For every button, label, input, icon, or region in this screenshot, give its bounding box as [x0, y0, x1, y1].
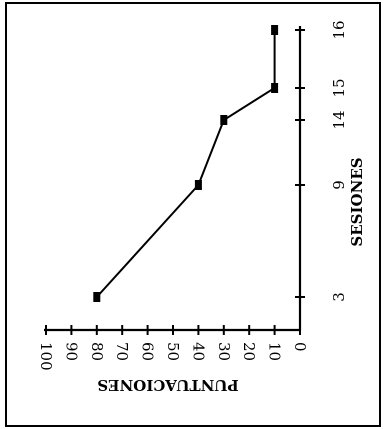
series-line [96, 30, 276, 298]
score-tick-label: 100 [37, 342, 55, 371]
data-point [271, 25, 279, 35]
score-tick-label: 0 [291, 342, 309, 352]
score-tick-label: 60 [139, 342, 157, 361]
session-tick-label: 3 [330, 292, 348, 302]
score-tick-label: 20 [240, 342, 258, 361]
axes [44, 26, 302, 332]
score-tick-label: 40 [189, 342, 207, 361]
data-point [93, 292, 101, 302]
x-axis-title: SESIONES [348, 157, 366, 246]
score-tick-label: 30 [215, 342, 233, 361]
score-tick-label: 90 [62, 342, 80, 361]
series [96, 30, 276, 298]
session-tick-label: 9 [330, 180, 348, 190]
score-tick-label: 50 [164, 342, 182, 361]
data-point [194, 180, 202, 190]
session-tick-label: 15 [330, 78, 348, 97]
tick-labels: 0 10 20 30 40 50 60 70 80 90 100 3 9 14 15 16 [37, 20, 348, 370]
data-point [220, 115, 228, 125]
score-tick-label: 70 [113, 342, 131, 361]
session-tick-label: 14 [330, 110, 348, 129]
score-tick-label: 10 [266, 342, 284, 361]
session-tick-label: 16 [330, 20, 348, 39]
score-tick-label: 80 [88, 342, 106, 361]
y-axis-title: PUNTUACIONES [97, 376, 239, 394]
markers [93, 25, 279, 302]
ticks [45, 29, 305, 335]
data-point [271, 83, 279, 93]
chart-border [5, 2, 381, 427]
